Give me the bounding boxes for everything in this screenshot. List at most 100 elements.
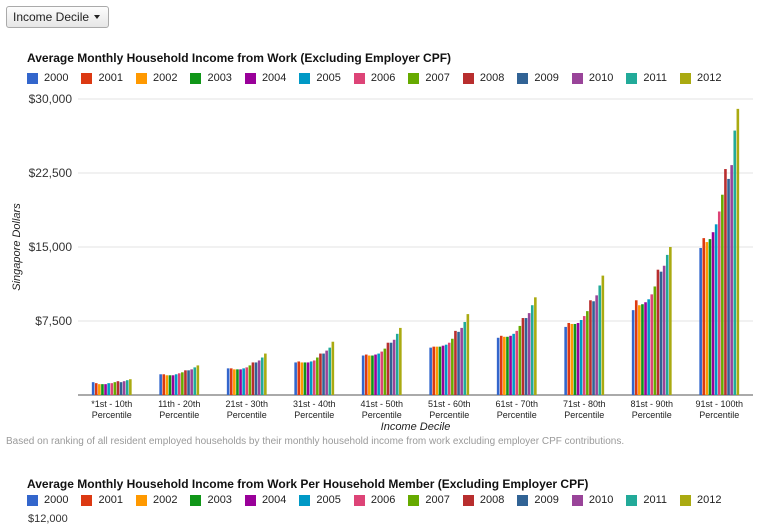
legend-label: 2012 xyxy=(696,494,722,506)
x-tick-label: 41st - 50th xyxy=(360,399,403,409)
bar-2012-decile-6 xyxy=(466,314,470,395)
bar-2007-decile-6 xyxy=(451,338,454,395)
bar-2006-decile-4 xyxy=(312,360,316,395)
bar-2008-decile-4 xyxy=(319,353,322,395)
chart1-legend-item-2002[interactable]: 2002 xyxy=(135,72,178,84)
chart1-legend-item-2003[interactable]: 2003 xyxy=(190,72,232,84)
bar-2001-decile-6 xyxy=(432,346,436,395)
bar-2005-decile-9 xyxy=(647,299,650,395)
chart2-legend-item-2001[interactable]: 2001 xyxy=(81,494,123,506)
bar-2010-decile-4 xyxy=(325,350,328,395)
bar-2000-decile-6 xyxy=(429,347,432,395)
legend-label: 2000 xyxy=(44,494,69,506)
bar-2003-decile-8 xyxy=(573,323,577,395)
chart2-legend-item-2006[interactable]: 2006 xyxy=(353,494,396,506)
y-tick-label: $22,500 xyxy=(29,166,73,180)
legend-label: 2007 xyxy=(425,72,450,84)
bar-2006-decile-3 xyxy=(245,367,249,395)
bar-2010-decile-3 xyxy=(257,360,261,395)
income-decile-dropdown[interactable]: Income Decile xyxy=(6,6,110,28)
bar-2003-decile-10 xyxy=(708,239,712,395)
legend-label: 2011 xyxy=(643,494,667,506)
bar-2007-decile-9 xyxy=(653,286,657,395)
bar-2005-decile-10 xyxy=(714,224,718,395)
chart1-legend-item-2004[interactable]: 2004 xyxy=(244,72,286,84)
chart2-legend-item-2003[interactable]: 2003 xyxy=(190,494,232,506)
bar-2011-decile-5 xyxy=(395,333,399,395)
y-tick-label: $30,000 xyxy=(29,92,73,106)
bar-2012-decile-4 xyxy=(331,341,335,395)
y-axis-title: Singapore Dollars xyxy=(11,203,23,291)
chart1-legend-item-2006[interactable]: 2006 xyxy=(353,72,395,84)
bar-2012-decile-2 xyxy=(196,365,200,395)
chart1-legend-item-2009[interactable]: 2009 xyxy=(517,72,559,84)
bar-2006-decile-8 xyxy=(582,316,586,395)
bar-2004-decile-6 xyxy=(441,345,445,395)
chart2-legend-item-2004[interactable]: 2004 xyxy=(244,494,286,506)
legend-swatch xyxy=(571,72,583,84)
bar-2008-decile-3 xyxy=(251,362,255,395)
legend-swatch xyxy=(679,72,691,84)
legend-label: 2009 xyxy=(534,494,559,506)
bar-2010-decile-9 xyxy=(662,265,666,395)
bar-2005-decile-4 xyxy=(309,361,313,395)
x-tick-label: Percentile xyxy=(632,410,672,420)
bar-2003-decile-3 xyxy=(236,369,239,395)
chart1-legend-item-2005[interactable]: 2005 xyxy=(299,72,341,84)
bar-2005-decile-1 xyxy=(107,383,110,395)
bar-2010-decile-2 xyxy=(190,369,193,395)
bar-2008-decile-8 xyxy=(589,300,592,395)
chart2-legend-item-2012[interactable]: 2012 xyxy=(679,494,722,506)
chart2-legend-item-2010[interactable]: 2010 xyxy=(571,494,613,506)
legend-swatch xyxy=(353,494,365,506)
bar-2004-decile-3 xyxy=(239,369,242,395)
chart2-legend-item-2011[interactable]: 2011 xyxy=(626,494,667,506)
chart2-legend-item-2005[interactable]: 2005 xyxy=(299,494,341,506)
bar-2004-decile-1 xyxy=(104,384,107,395)
chart2-legend: 2000 2001 2002 2003 2004 2005 2006 2007 2008 2009… xyxy=(27,494,734,506)
chart2-legend-item-2002[interactable]: 2002 xyxy=(135,494,177,506)
bar-2010-decile-10 xyxy=(730,165,733,395)
legend-label: 2001 xyxy=(98,72,123,84)
bar-2007-decile-5 xyxy=(383,348,387,395)
bar-2001-decile-10 xyxy=(702,238,706,395)
chart1-legend-item-2008[interactable]: 2008 xyxy=(462,72,504,84)
bar-2000-decile-2 xyxy=(159,374,162,395)
bar-2006-decile-5 xyxy=(380,351,384,395)
bar-2002-decile-5 xyxy=(368,355,371,395)
x-tick-label: *1st - 10th xyxy=(91,399,132,409)
chart1-legend-item-2007[interactable]: 2007 xyxy=(408,72,450,84)
chart1-legend-item-2010[interactable]: 2010 xyxy=(571,72,613,84)
bar-2012-decile-1 xyxy=(129,379,132,395)
bar-2009-decile-3 xyxy=(254,362,258,395)
bar-2005-decile-2 xyxy=(174,374,178,395)
bar-2007-decile-8 xyxy=(586,311,589,395)
bar-2005-decile-5 xyxy=(377,353,380,395)
chart2-legend-item-2007[interactable]: 2007 xyxy=(408,494,450,506)
bar-2000-decile-8 xyxy=(564,326,567,395)
bar-2009-decile-4 xyxy=(322,353,325,395)
bar-2002-decile-3 xyxy=(233,369,236,395)
bar-2000-decile-9 xyxy=(631,310,635,395)
legend-swatch xyxy=(27,494,38,506)
legend-label: 2008 xyxy=(479,494,505,506)
caret-down-icon xyxy=(94,15,101,19)
chart2-legend-item-2000[interactable]: 2000 xyxy=(27,494,68,506)
bar-2003-decile-9 xyxy=(641,304,644,395)
bar-2006-decile-10 xyxy=(717,211,721,395)
chart1-legend: 2000 2001 2002 2003 2004 2005 2006 2007 2008 2009… xyxy=(27,72,734,84)
bar-2001-decile-4 xyxy=(297,361,301,395)
bar-2004-decile-9 xyxy=(644,302,647,395)
legend-label: 2006 xyxy=(370,494,396,506)
chart1-legend-item-2000[interactable]: 2000 xyxy=(27,72,68,84)
legend-label: 2002 xyxy=(152,72,178,84)
chart1-legend-item-2012[interactable]: 2012 xyxy=(679,72,721,84)
chart2-legend-item-2009[interactable]: 2009 xyxy=(517,494,559,506)
chart1-legend-item-2001[interactable]: 2001 xyxy=(81,72,123,84)
chart2-legend-item-2008[interactable]: 2008 xyxy=(462,494,505,506)
legend-swatch xyxy=(462,72,474,84)
bar-2001-decile-2 xyxy=(162,374,166,395)
x-tick-label: 61st - 70th xyxy=(495,399,538,409)
chart1-legend-item-2011[interactable]: 2011 xyxy=(626,72,667,84)
bar-2003-decile-5 xyxy=(371,355,374,395)
